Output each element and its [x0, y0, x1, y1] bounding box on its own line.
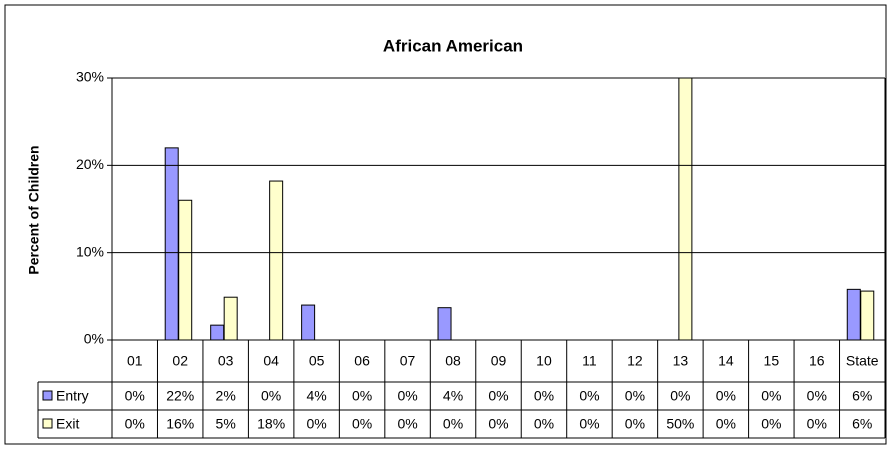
- y-tick-label: 10%: [76, 243, 104, 259]
- data-table-value: 2%: [216, 388, 236, 404]
- x-tick-label: 15: [764, 353, 780, 369]
- bar: [860, 290, 875, 340]
- x-tick-label: 13: [673, 353, 689, 369]
- y-tick-label: 30%: [76, 69, 104, 85]
- x-tick-label: 08: [445, 353, 461, 369]
- y-tick-label: 0%: [84, 331, 104, 347]
- data-table-value: 0%: [625, 388, 645, 404]
- legend-key: [42, 390, 53, 401]
- data-table-value: 0%: [670, 388, 690, 404]
- data-table-value: 0%: [397, 388, 417, 404]
- data-table-value: 0%: [352, 388, 372, 404]
- x-tick-label: 06: [354, 353, 370, 369]
- data-table-value: 5%: [216, 416, 236, 432]
- x-tick-label: 14: [718, 353, 734, 369]
- bar: [223, 296, 238, 340]
- bar: [846, 288, 861, 340]
- data-table-value: 0%: [125, 388, 145, 404]
- x-tick-label: 11: [582, 353, 597, 369]
- data-table-value: 22%: [166, 388, 194, 404]
- data-table-value: 16%: [166, 416, 194, 432]
- x-tick-label: 04: [263, 353, 279, 369]
- data-table-value: 0%: [534, 416, 554, 432]
- data-table-value: 0%: [488, 416, 508, 432]
- x-tick-label: 03: [218, 353, 234, 369]
- data-table-value: 0%: [125, 416, 145, 432]
- x-tick-label: 09: [491, 353, 507, 369]
- x-tick-label: 10: [536, 353, 552, 369]
- data-table-value: 6%: [852, 416, 872, 432]
- data-table-value: 0%: [579, 416, 599, 432]
- x-tick-label: 07: [400, 353, 416, 369]
- data-table-value: 0%: [352, 416, 372, 432]
- data-table-value: 0%: [761, 416, 781, 432]
- bar: [301, 304, 316, 340]
- bar: [178, 199, 193, 340]
- data-table-value: 0%: [534, 388, 554, 404]
- chart-border: [4, 4, 887, 445]
- chart-title: African American: [383, 36, 523, 55]
- data-table-value: 0%: [261, 388, 281, 404]
- data-table-value: 0%: [807, 388, 827, 404]
- y-tick-label: 20%: [76, 156, 104, 172]
- data-table-value: 0%: [307, 416, 327, 432]
- legend-key: [42, 418, 53, 429]
- bar: [210, 324, 225, 340]
- data-table-value: 50%: [666, 416, 694, 432]
- data-table-value: 4%: [307, 388, 327, 404]
- x-tick-label: 16: [809, 353, 825, 369]
- data-table-value: 6%: [852, 388, 872, 404]
- data-table-value: 0%: [807, 416, 827, 432]
- legend-label: Exit: [56, 416, 79, 432]
- x-tick-label: 02: [172, 353, 188, 369]
- data-table-value: 0%: [579, 388, 599, 404]
- data-table-value: 0%: [625, 416, 645, 432]
- data-table-value: 0%: [397, 416, 417, 432]
- data-table-value: 0%: [488, 388, 508, 404]
- data-table-value: 0%: [761, 388, 781, 404]
- y-axis-title: Percent of Children: [26, 145, 42, 274]
- bar: [269, 180, 284, 340]
- x-tick-label: 12: [627, 353, 643, 369]
- bar: [437, 307, 452, 340]
- data-table-value: 4%: [443, 388, 463, 404]
- plot-area: [164, 78, 875, 340]
- x-tick-label: 01: [127, 353, 143, 369]
- data-table-value: 18%: [257, 416, 285, 432]
- data-table-value: 0%: [443, 416, 463, 432]
- bar: [164, 147, 179, 340]
- legend-label: Entry: [56, 388, 89, 404]
- x-tick-label: State: [846, 353, 879, 369]
- data-table-value: 0%: [716, 388, 736, 404]
- data-table-value: 0%: [716, 416, 736, 432]
- x-tick-label: 05: [309, 353, 325, 369]
